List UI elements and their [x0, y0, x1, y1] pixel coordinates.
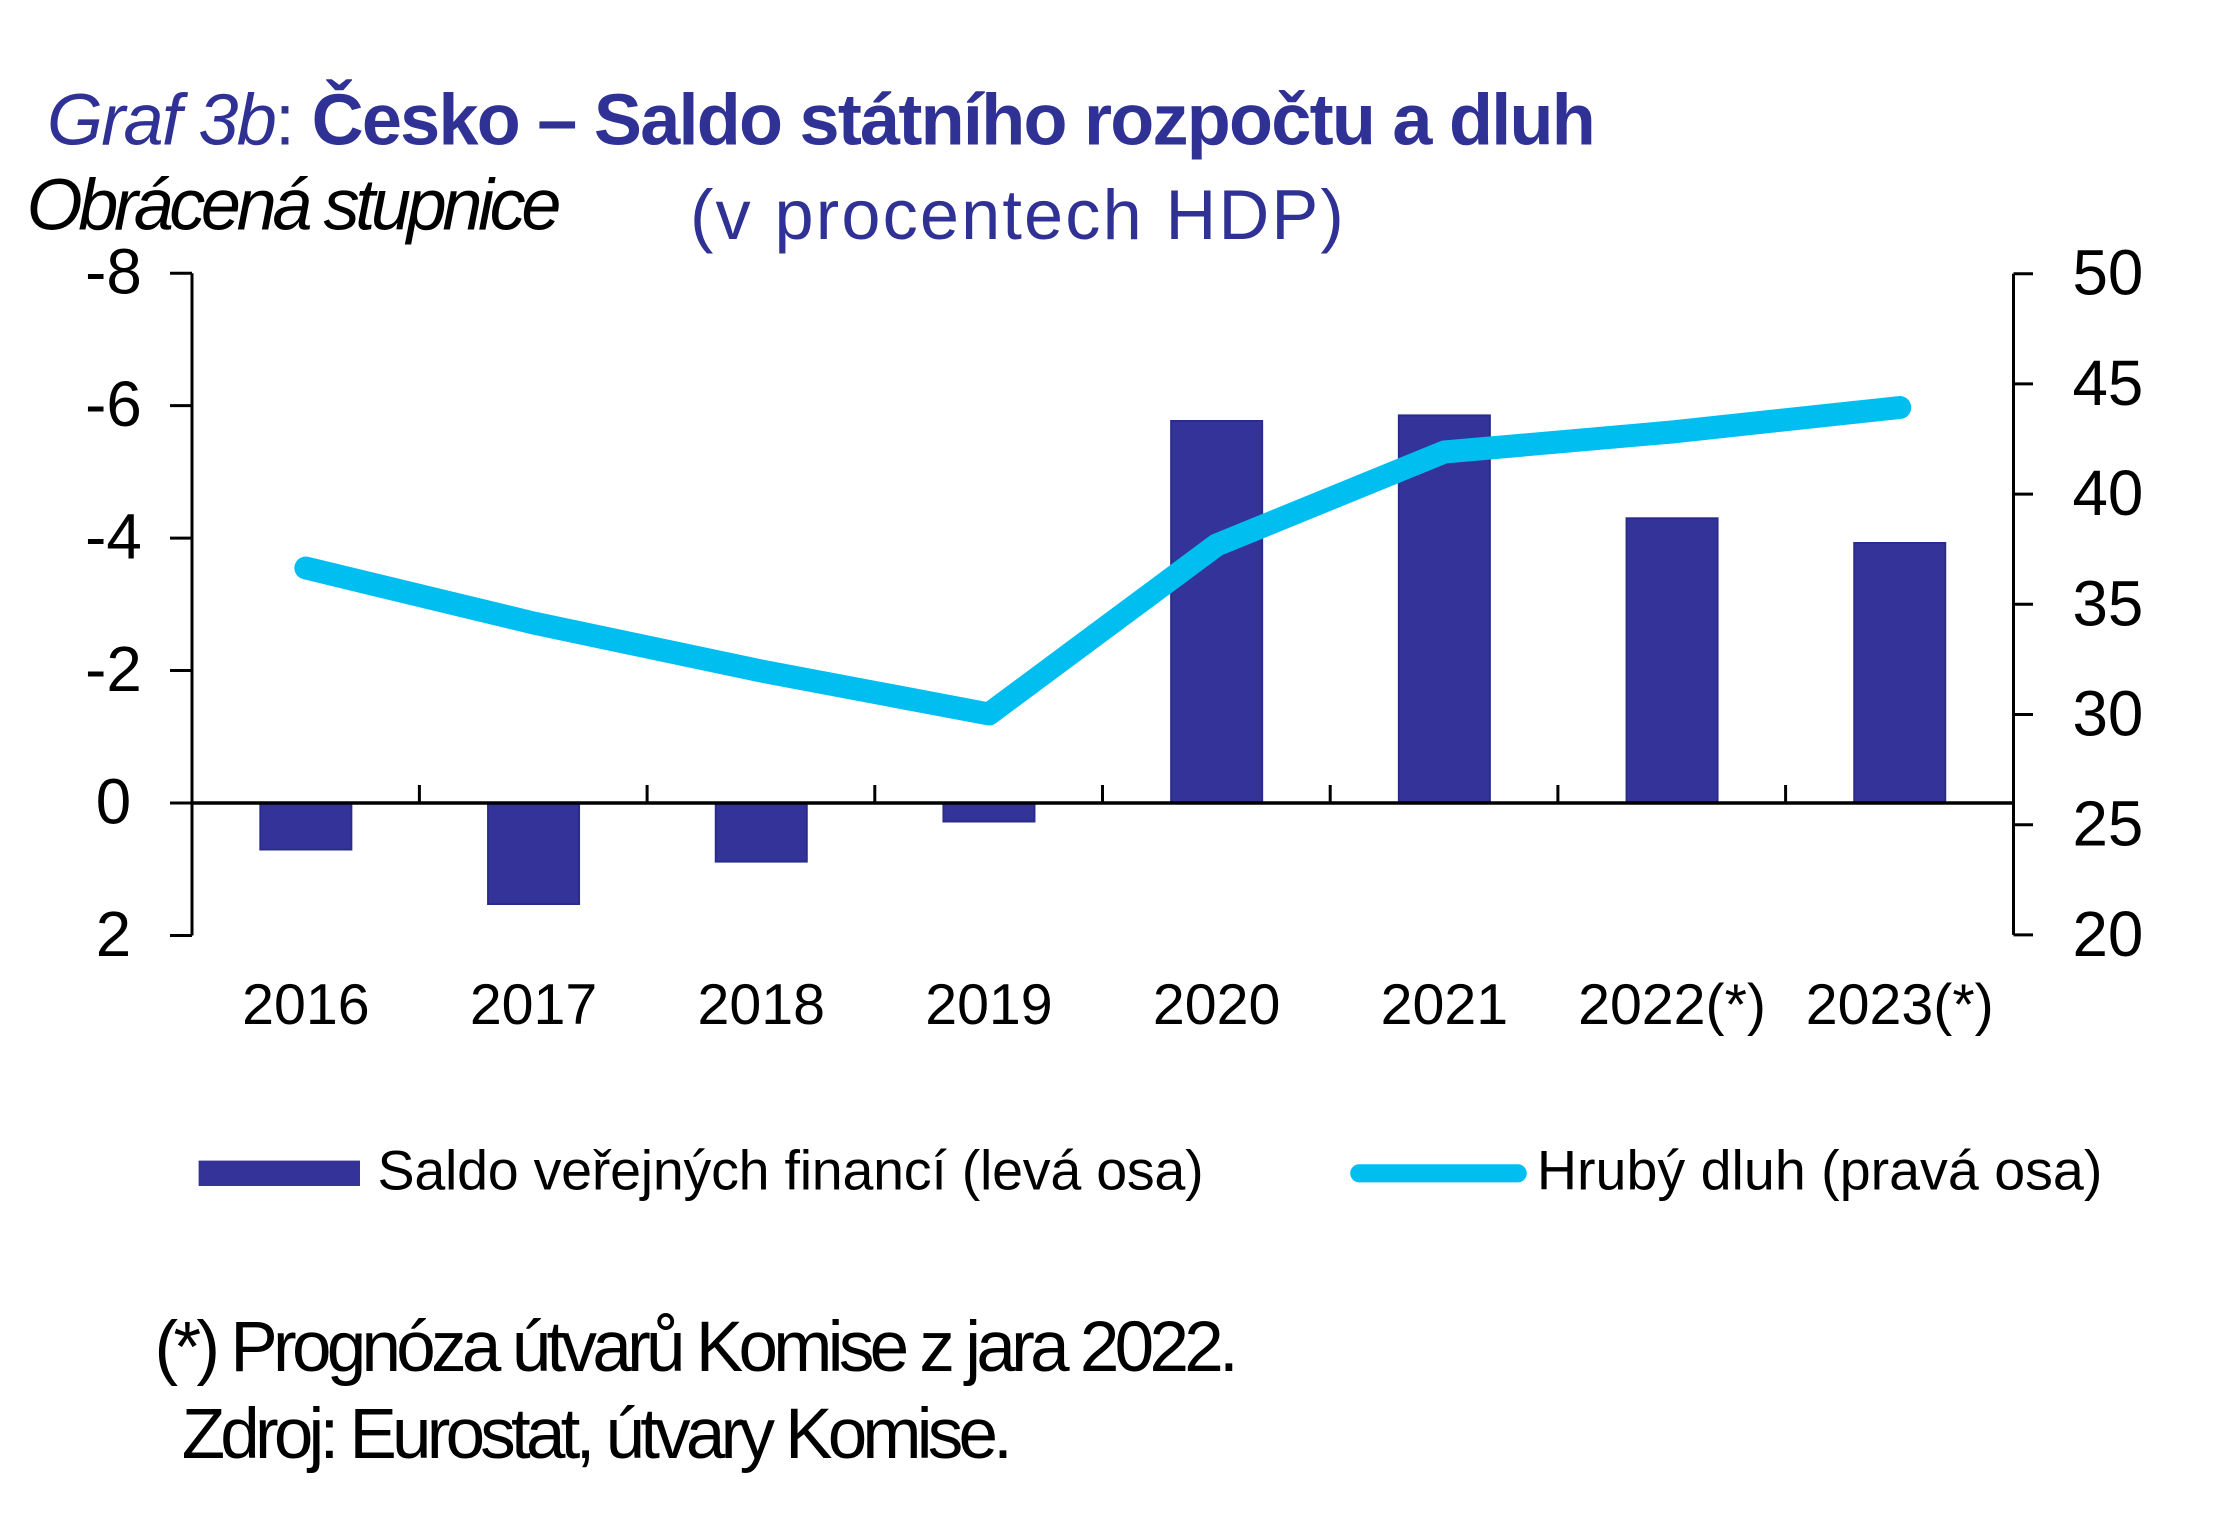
- svg-text:35: 35: [2073, 568, 2144, 639]
- svg-text:2021: 2021: [1381, 973, 1508, 1037]
- svg-text:25: 25: [2073, 789, 2144, 860]
- svg-text:-8: -8: [85, 237, 142, 308]
- svg-text:2020: 2020: [1153, 973, 1280, 1037]
- svg-text:Saldo veřejných financí (levá: Saldo veřejných financí (levá osa): [378, 1140, 1204, 1202]
- svg-text:50: 50: [2073, 238, 2144, 309]
- svg-text:Obrácená stupnice: Obrácená stupnice: [27, 166, 560, 246]
- svg-text:2016: 2016: [242, 973, 369, 1037]
- svg-text:(v procentech HDP): (v procentech HDP): [690, 175, 1346, 254]
- svg-text:2018: 2018: [698, 973, 825, 1037]
- svg-text:2017: 2017: [470, 973, 597, 1037]
- svg-text:-4: -4: [85, 501, 142, 572]
- svg-text:-6: -6: [85, 369, 142, 440]
- svg-text:Zdroj: Eurostat, útvary Komise: Zdroj: Eurostat, útvary Komise.: [182, 1395, 1008, 1474]
- svg-text:2019: 2019: [925, 973, 1052, 1037]
- svg-text:20: 20: [2073, 899, 2144, 970]
- svg-text:2022(*): 2022(*): [1578, 973, 1766, 1037]
- svg-text:Hrubý dluh (pravá osa): Hrubý dluh (pravá osa): [1537, 1140, 2102, 1202]
- svg-text:0: 0: [96, 766, 131, 837]
- svg-text:(*) Prognóza útvarů Komise z j: (*) Prognóza útvarů Komise z jara 2022.: [155, 1308, 1235, 1387]
- svg-text:Graf 3b: Česko – Saldo státníh: Graf 3b: Česko – Saldo státního rozpočtu…: [47, 80, 1594, 161]
- svg-text:2023(*): 2023(*): [1806, 973, 1994, 1037]
- svg-text:30: 30: [2073, 679, 2144, 750]
- svg-text:45: 45: [2073, 348, 2144, 419]
- svg-text:40: 40: [2073, 458, 2144, 529]
- svg-text:-2: -2: [85, 634, 142, 705]
- svg-text:2: 2: [96, 899, 131, 970]
